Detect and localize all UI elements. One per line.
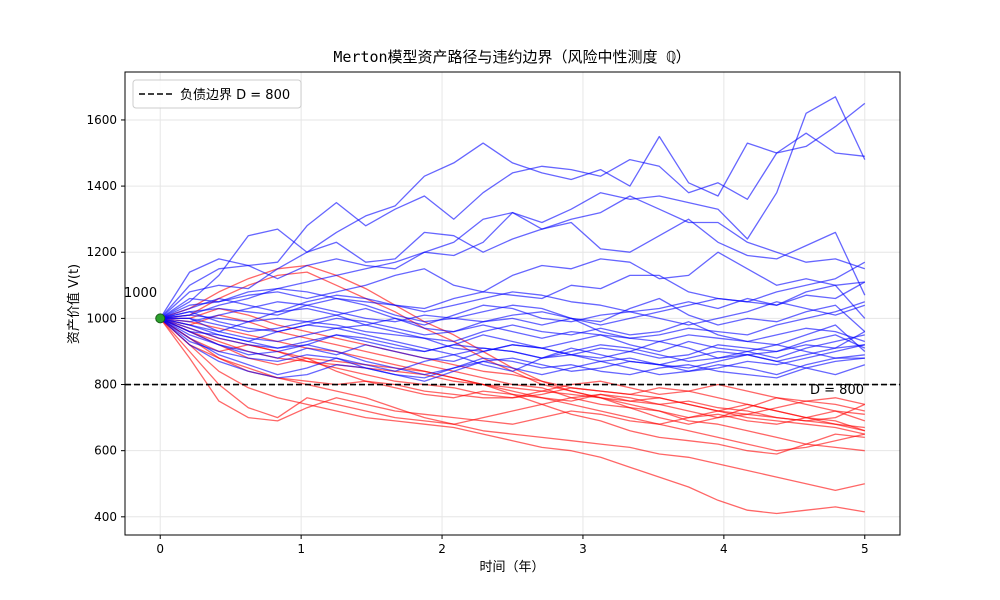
x-tick-label: 2 [438, 542, 446, 556]
survive-path-line [159, 195, 866, 319]
survive-path-line [159, 251, 866, 319]
legend-box [132, 79, 302, 109]
survive-path-line [160, 317, 865, 363]
survive-path-line [160, 287, 866, 339]
survive-path-line [160, 317, 865, 372]
x-axis: 0 1 2 3 4 5 [156, 535, 869, 556]
default-path-line [159, 317, 865, 515]
barrier-label: D = 800 [810, 383, 864, 398]
default-path-line [159, 318, 865, 425]
y-tick-label: 1200 [86, 245, 117, 259]
legend-label-barrier: 负债边界 D = 800 [180, 88, 290, 103]
y-axis: 400 600 800 1000 1200 1400 1600 [86, 113, 125, 524]
survive-path-line [159, 317, 865, 379]
x-tick-label: 1 [297, 542, 305, 556]
x-tick-label: 4 [720, 542, 728, 556]
survive-path-line [160, 297, 866, 333]
start-value-label: 1000 [124, 286, 157, 301]
x-tick-label: 3 [579, 542, 587, 556]
y-tick-label: 400 [94, 510, 117, 524]
default-path-line [160, 307, 866, 422]
x-axis-label: 时间（年） [479, 560, 544, 575]
y-tick-label: 1400 [86, 179, 117, 193]
y-tick-label: 1000 [86, 311, 117, 325]
x-tick-label: 5 [861, 542, 869, 556]
legend: 负债边界 D = 800 [132, 79, 302, 109]
survive-path-line [159, 317, 865, 382]
survive-path-line [159, 317, 866, 376]
chart-title: Merton模型资产路径与违约边界（风险中性测度 ℚ） [333, 48, 690, 66]
survive-path-line [159, 291, 866, 326]
plot-frame [124, 71, 901, 536]
y-tick-label: 800 [94, 378, 117, 392]
y-tick-label: 600 [94, 444, 117, 458]
survive-path-line [160, 281, 866, 326]
start-point-marker [155, 313, 166, 324]
survive-path-line [159, 102, 866, 319]
y-tick-label: 1600 [86, 113, 117, 127]
x-tick-label: 0 [156, 542, 164, 556]
series-layer [159, 96, 866, 515]
survive-path-line [159, 132, 865, 319]
y-axis-label: 资产价值 V(t) [66, 264, 82, 344]
